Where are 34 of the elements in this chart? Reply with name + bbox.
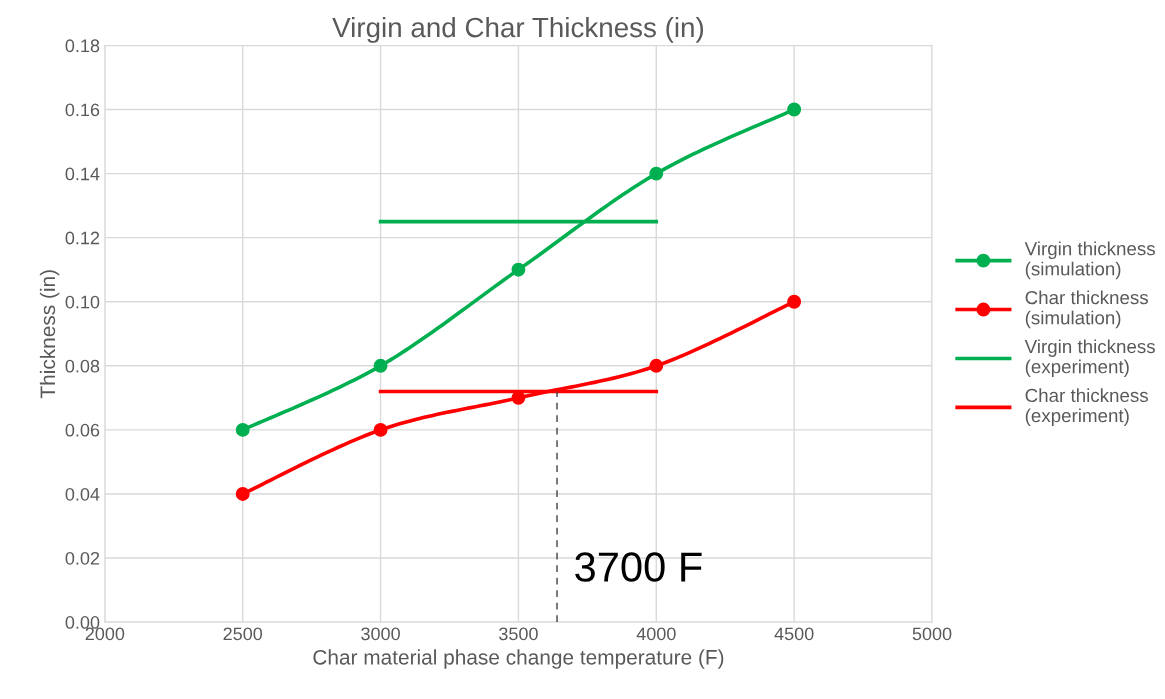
legend-label: Char thickness (experiment) <box>1025 388 1148 426</box>
point <box>373 422 388 437</box>
x-tick-label: 2000 <box>85 627 125 641</box>
y-tick-label: 0.04 <box>65 487 100 501</box>
point <box>235 422 250 437</box>
x-tick-label: 4000 <box>636 627 676 641</box>
annotation: 3700 F <box>575 552 702 582</box>
legend-label: Virgin thickness (experiment) <box>1024 339 1155 378</box>
point <box>511 262 526 277</box>
point <box>787 102 802 117</box>
y-tick-label: 0.18 <box>65 39 100 53</box>
y-tick-label: 0.08 <box>65 359 100 373</box>
point <box>649 358 664 373</box>
y-tick-label: 0.10 <box>65 295 100 309</box>
legend-label: Virgin thickness (simulation) <box>1024 241 1155 280</box>
x-tick-label: 5000 <box>912 627 952 641</box>
y-tick-label: 0.12 <box>65 231 100 245</box>
point <box>235 487 250 501</box>
y-axis-title: Thickness (in) <box>39 270 60 399</box>
x-tick-label: 4500 <box>774 627 814 641</box>
y-tick-label: 0.16 <box>65 103 100 117</box>
x-tick-label: 3000 <box>361 627 400 641</box>
legend-label: Char thickness (simulation) <box>1025 290 1148 329</box>
x-tick-label: 3500 <box>499 627 538 641</box>
point <box>787 294 802 309</box>
x-axis-title: Char material phase change temperature (F) <box>313 649 724 669</box>
point <box>649 166 664 181</box>
x-tick-label: 2500 <box>223 627 263 641</box>
y-tick-label: 0.00 <box>65 616 100 629</box>
point <box>373 358 388 373</box>
y-tick-label: 0.14 <box>65 167 100 181</box>
chart-title: Virgin and Char Thickness (in) <box>332 16 704 43</box>
y-tick-label: 0.06 <box>65 423 100 437</box>
y-tick-label: 0.02 <box>65 551 100 565</box>
